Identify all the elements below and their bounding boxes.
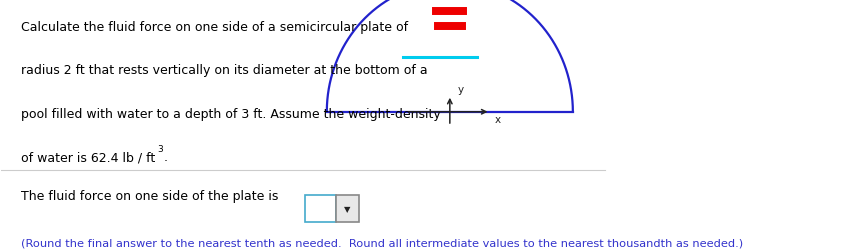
Bar [336, 196, 359, 222]
Text: radius 2 ft that rests vertically on its diameter at the bottom of a: radius 2 ft that rests vertically on its… [22, 64, 428, 77]
Text: Calculate the fluid force on one side of a semicircular plate of: Calculate the fluid force on one side of… [22, 21, 408, 34]
Text: pool filled with water to a depth of 3 ft. Assume the weight-density: pool filled with water to a depth of 3 f… [22, 108, 441, 120]
Text: .: . [164, 151, 168, 164]
Bar [435, 24, 465, 30]
Text: x: x [495, 115, 501, 125]
Text: ▼: ▼ [344, 204, 350, 213]
Text: The fluid force on one side of the plate is: The fluid force on one side of the plate… [22, 190, 279, 202]
Bar [433, 9, 466, 15]
Text: (Round the final answer to the nearest tenth as needed.  Round all intermediate : (Round the final answer to the nearest t… [22, 238, 743, 248]
Bar [305, 196, 336, 222]
Text: of water is 62.4 lb / ft: of water is 62.4 lb / ft [22, 151, 156, 164]
Text: 3: 3 [157, 145, 163, 154]
Text: y: y [458, 84, 464, 94]
